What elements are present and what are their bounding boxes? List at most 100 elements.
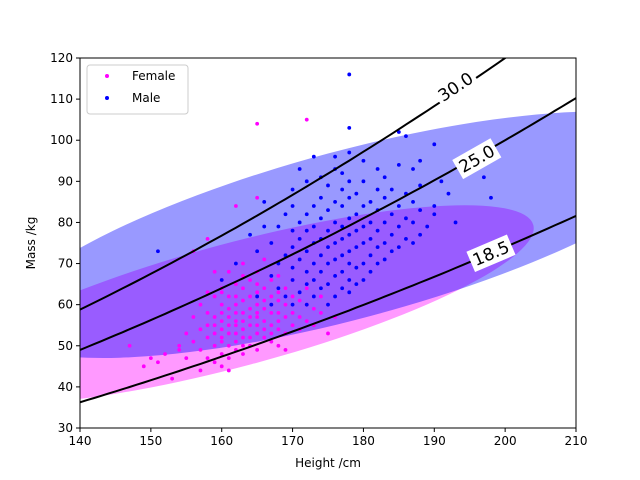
point-female [269,310,274,315]
point-male [361,158,366,163]
point-female [219,364,224,369]
point-male [290,187,295,192]
point-female [219,339,224,344]
point-female [141,364,146,369]
point-female [290,310,295,315]
point-male [389,187,394,192]
point-female [262,306,267,311]
point-male [354,228,359,233]
point-female [226,294,231,299]
point-female [304,286,309,291]
point-male [326,245,330,250]
point-male [404,216,408,221]
point-male [347,278,352,282]
point-male [319,286,323,291]
point-male [297,290,302,295]
point-male [368,269,373,274]
point-male [283,212,288,217]
point-female [233,302,238,307]
point-female [184,356,189,361]
point-male [361,241,366,245]
point-male [432,142,437,147]
point-male [418,232,423,237]
y-tick-label: 120 [50,51,73,65]
point-female [255,302,260,307]
legend: Female Male [86,64,189,115]
point-female [241,319,245,324]
point-female [233,204,238,208]
point-female [233,310,238,315]
x-tick-label: 210 [565,434,588,448]
point-male [219,278,224,282]
point-male [389,232,394,237]
point-male [290,228,295,233]
point-female [191,315,196,319]
point-female [276,343,281,348]
point-male [404,236,408,241]
point-female [205,310,210,315]
point-female [297,315,302,319]
point-female [283,286,288,291]
point-female [219,352,224,356]
point-male [290,265,295,270]
point-female [262,298,267,303]
point-male [418,208,423,213]
point-male [290,278,295,282]
point-female [219,302,224,307]
point-male [319,216,323,221]
point-female [241,327,245,332]
point-female [219,327,224,332]
point-female [148,356,153,361]
point-female [319,294,323,299]
point-male [290,302,295,307]
point-female [269,294,274,299]
point-male [276,224,281,229]
point-male [319,195,323,200]
point-female [184,331,189,336]
point-female [241,286,245,291]
point-female [205,335,210,340]
point-male [453,220,458,225]
point-male [404,134,408,139]
point-male [361,278,366,282]
point-female [212,360,217,365]
point-female [262,319,267,324]
point-male [297,236,302,241]
point-male [418,183,423,188]
point-female [276,298,281,303]
point-male [326,261,330,266]
point-female [219,335,224,340]
point-female [283,302,288,307]
point-male [382,175,387,180]
point-male [368,220,373,225]
point-male [311,278,316,282]
point-female [205,323,210,328]
point-female [276,327,281,332]
point-female [212,343,217,348]
point-male [425,224,430,229]
point-male [333,241,337,245]
point-female [269,278,274,282]
point-female [177,347,182,352]
point-female [248,315,252,319]
point-male [326,282,330,287]
legend-marker-female [105,74,109,78]
y-tick-label: 80 [58,215,73,229]
point-female [219,319,224,324]
point-male [389,212,394,217]
point-male [311,204,316,208]
point-female [241,261,245,266]
scatter-points [127,72,493,381]
point-female [212,294,217,299]
x-tick-label: 180 [352,434,375,448]
point-female [248,335,252,340]
point-female [233,323,238,328]
point-female [248,294,252,299]
y-tick-label: 60 [58,298,73,312]
point-male [276,286,281,291]
x-tick-label: 160 [210,434,233,448]
point-male [333,257,337,262]
point-female [233,331,238,336]
point-male [326,183,330,188]
point-male [432,204,437,208]
